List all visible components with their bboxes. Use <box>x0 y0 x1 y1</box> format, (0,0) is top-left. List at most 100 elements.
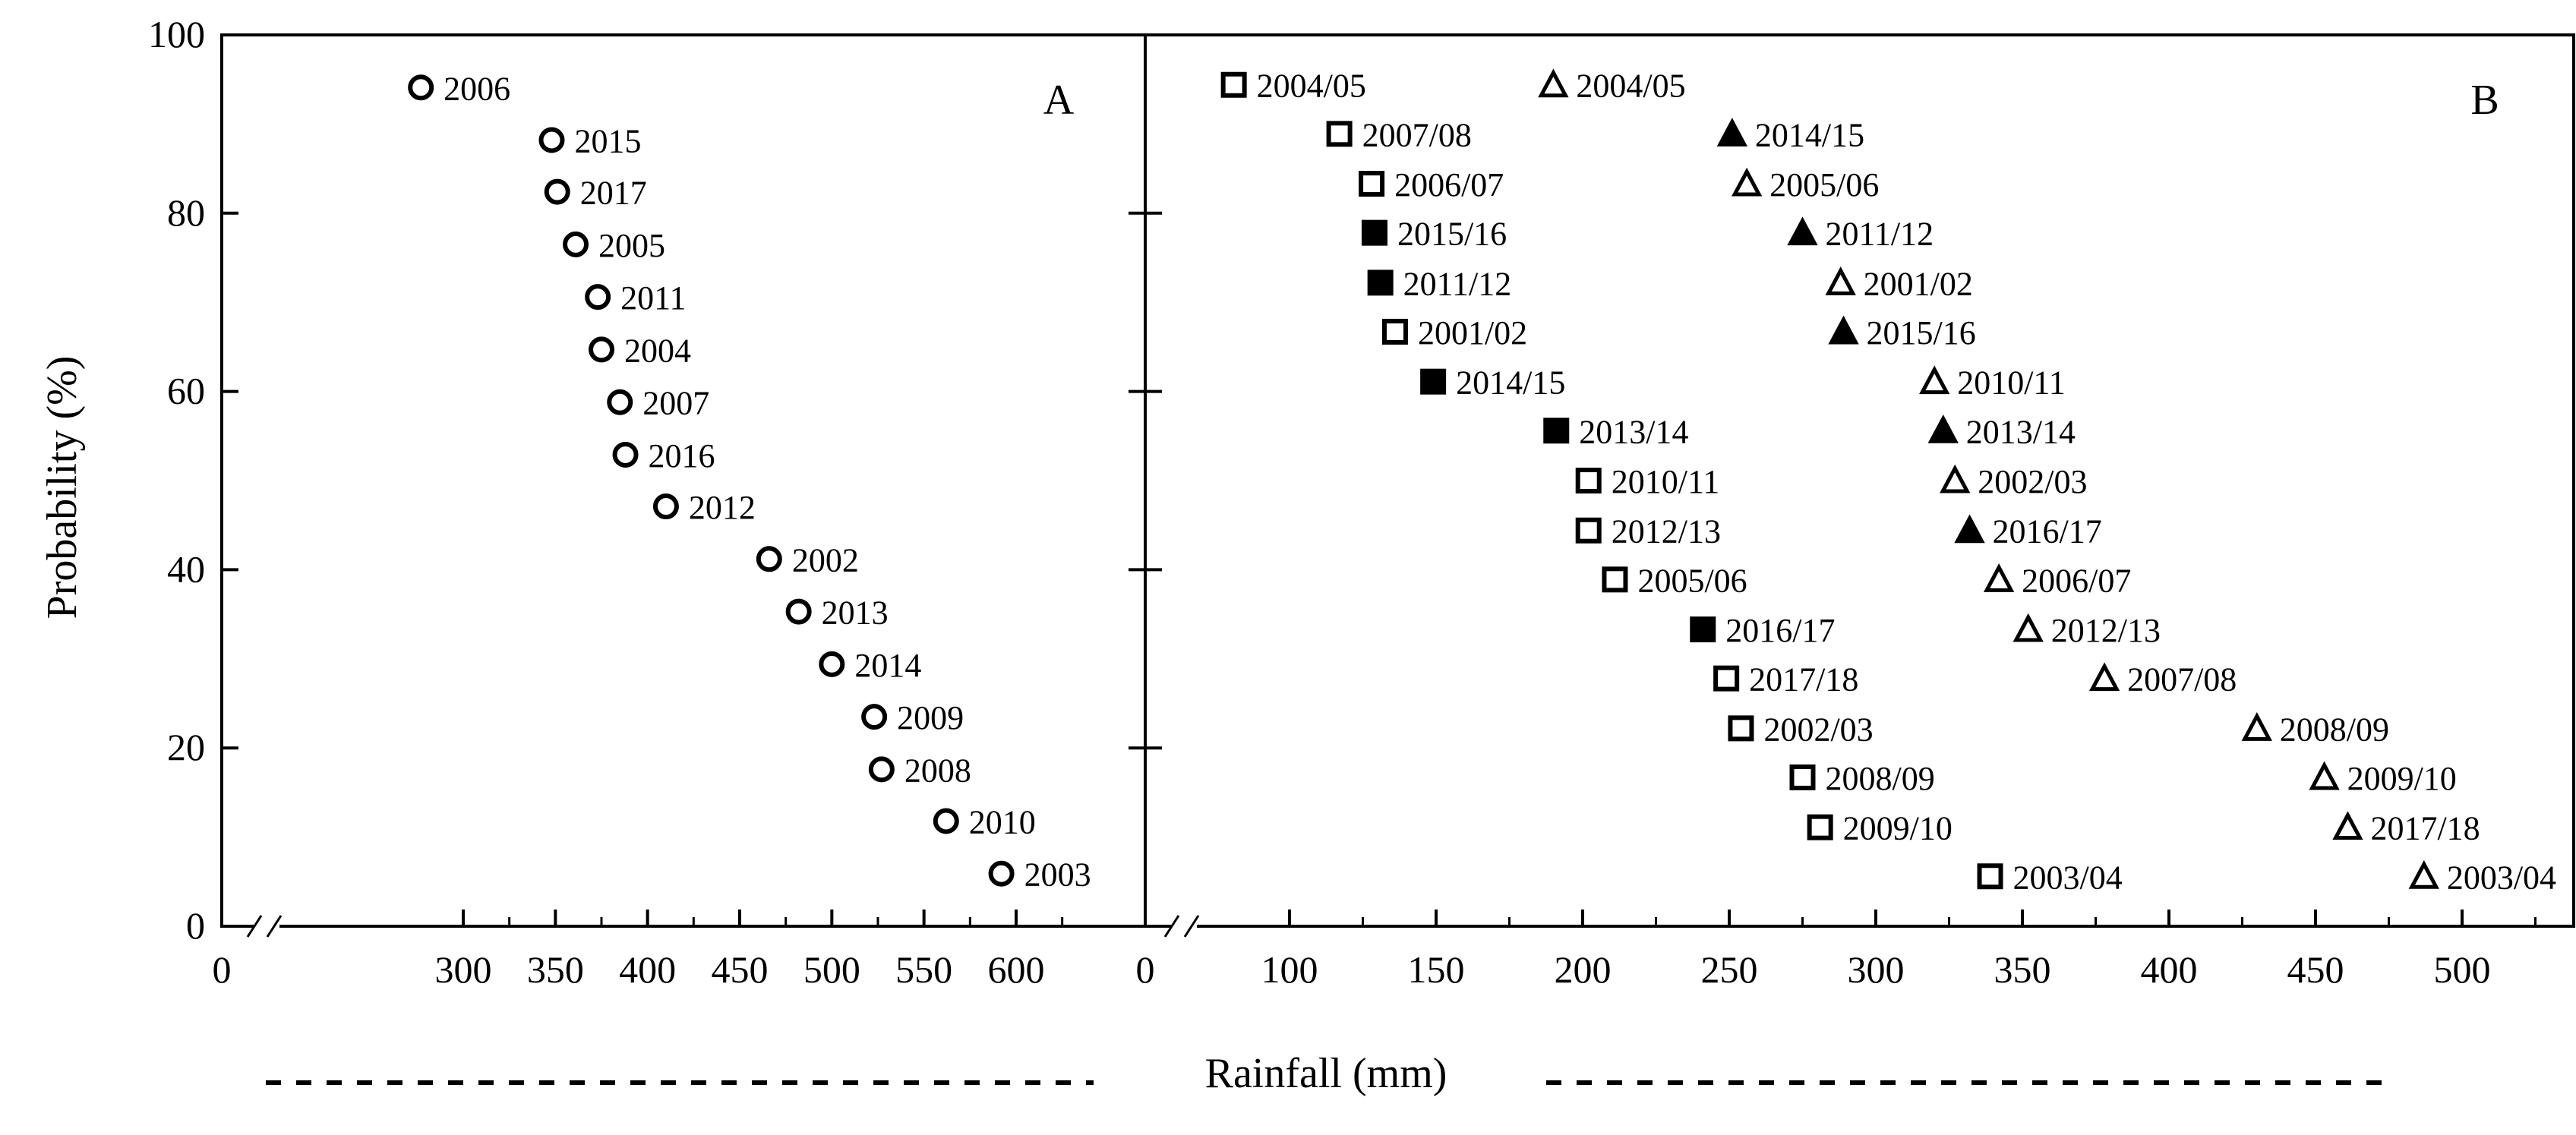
filled-square-marker <box>1543 418 1570 444</box>
circle-marker <box>933 808 959 834</box>
point-label: 2011 <box>620 279 686 317</box>
point-label: 2017 <box>580 175 647 212</box>
circle-marker <box>544 178 570 205</box>
panel-frames <box>220 33 2575 928</box>
point-label: 2010/11 <box>1957 364 2066 402</box>
point-label: 2015/16 <box>1397 216 1507 253</box>
open-triangle-marker <box>2088 662 2120 692</box>
circle-marker <box>408 74 434 101</box>
circle-marker <box>563 231 589 257</box>
open-triangle-marker <box>2241 712 2272 741</box>
point-label: 2012/13 <box>2051 612 2161 649</box>
x-tick-label: 300 <box>1848 948 1905 991</box>
point-label: 2011/12 <box>1826 216 1934 253</box>
point-label: 2014 <box>854 647 921 684</box>
open-triangle-marker <box>1940 464 1971 493</box>
y-axis-title: Probability (%) <box>39 356 86 620</box>
point-label: 2002/03 <box>1763 711 1873 748</box>
point-label: 2016 <box>649 437 715 474</box>
point-label: 2009/10 <box>2347 760 2457 797</box>
open-square-marker <box>1789 764 1816 790</box>
point-label: 2015/16 <box>1867 314 1976 352</box>
y-tick-label: 100 <box>148 13 205 55</box>
circle-marker <box>538 127 565 153</box>
circle-marker <box>589 336 614 363</box>
point-label: 2004/05 <box>1576 68 1685 105</box>
point-label: 2005 <box>598 227 665 264</box>
open-triangle-marker <box>1983 563 2015 592</box>
circle-marker <box>652 493 679 520</box>
point-label: 2012 <box>689 489 756 526</box>
open-square-marker <box>1575 468 1602 493</box>
x-tick-label: 400 <box>619 948 676 991</box>
x-tick-label: 500 <box>2434 948 2491 991</box>
axis-break-mark <box>246 915 263 938</box>
open-triangle-marker <box>1538 68 1569 98</box>
circle-marker <box>868 756 895 783</box>
point-label: 2009/10 <box>1843 810 1953 847</box>
open-square-marker <box>1326 121 1353 147</box>
point-label: 2006/07 <box>1394 166 1504 203</box>
filled-square-marker <box>1420 368 1447 395</box>
circle-marker <box>585 284 611 311</box>
axis-break-mark <box>1163 915 1180 938</box>
point-label: 2007 <box>642 385 709 422</box>
point-label: 2016/17 <box>1725 612 1835 649</box>
filled-square-marker <box>1361 219 1387 246</box>
y-tick-label: 20 <box>167 726 205 768</box>
plot-frame <box>220 33 2575 928</box>
x-tick-label: 350 <box>1994 948 2051 991</box>
point-label: 2017/18 <box>1749 661 1858 698</box>
axis-break-mark <box>266 915 283 938</box>
x-tick-label: 600 <box>988 948 1045 991</box>
open-square-marker <box>1977 863 2003 890</box>
point-label: 2012/13 <box>1612 513 1721 550</box>
filled-triangle-marker <box>1716 118 1748 147</box>
point-label: 2010/11 <box>1612 463 1720 500</box>
open-square-marker <box>1602 566 1628 593</box>
open-triangle-marker <box>2332 811 2363 840</box>
filled-triangle-marker <box>1828 315 1859 345</box>
x-tick-label: 150 <box>1408 948 1465 991</box>
circle-marker <box>819 651 845 677</box>
point-label: 2008/09 <box>1826 760 1935 797</box>
circle-marker <box>861 704 888 730</box>
panel-b-letter: B <box>2470 77 2499 124</box>
point-label: 2010 <box>969 803 1036 840</box>
filled-square-marker <box>1367 270 1394 296</box>
point-label: 2017/18 <box>2370 810 2480 847</box>
x-tick-label: 450 <box>2287 948 2344 991</box>
circle-marker <box>612 441 639 468</box>
point-label: 2005/06 <box>1769 166 1879 203</box>
point-label: 2007/08 <box>2127 661 2237 698</box>
y-tick-label: 60 <box>167 370 205 412</box>
point-label: 2006/07 <box>2022 562 2131 599</box>
point-label: 2003 <box>1024 856 1091 894</box>
open-square-marker <box>1220 71 1247 98</box>
data-marks <box>408 68 2439 890</box>
x-tick-label: 400 <box>2141 948 2198 991</box>
filled-triangle-marker <box>1787 216 1818 246</box>
x-tick-label: 0 <box>213 948 232 991</box>
x-tick-label: 200 <box>1555 948 1612 991</box>
point-label: 2001/02 <box>1864 265 1973 302</box>
filled-triangle-marker <box>1954 514 1985 544</box>
point-label: 2006 <box>444 70 510 107</box>
y-tick-label: 80 <box>167 191 205 234</box>
point-label: 2008/09 <box>2280 711 2389 748</box>
point-label: 2002 <box>792 541 859 579</box>
point-label: 2014/15 <box>1755 116 1864 153</box>
x-tick-label: 550 <box>895 948 952 991</box>
point-labels: 2006 2015 2017 2005 2011 2004 2007 2016 2012 2002… <box>444 68 2556 897</box>
circle-marker <box>785 598 812 625</box>
point-label: 2015 <box>574 123 641 160</box>
open-square-marker <box>1359 171 1385 197</box>
y-tick-label: 40 <box>167 547 205 590</box>
open-triangle-marker <box>2408 859 2439 889</box>
circle-marker <box>988 860 1015 887</box>
point-label: 2003/04 <box>2447 859 2556 896</box>
open-square-marker <box>1728 715 1754 742</box>
point-label: 2009 <box>897 699 964 736</box>
axis-break-mark <box>1183 915 1200 938</box>
open-triangle-marker <box>1731 167 1763 197</box>
